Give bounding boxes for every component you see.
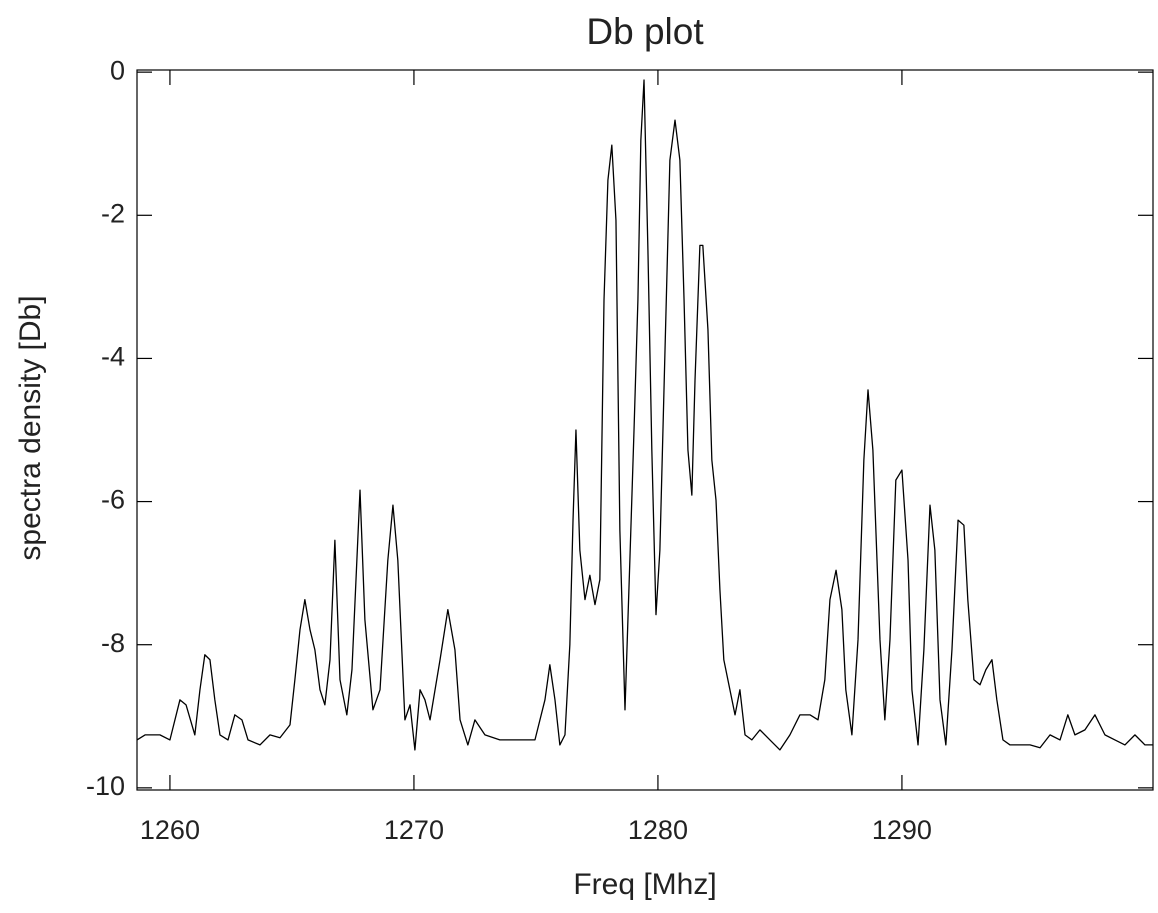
x-tick-label: 1270 (384, 815, 444, 845)
x-tick-label: 1290 (872, 815, 932, 845)
y-tick-label: 0 (110, 55, 125, 85)
x-axis-label: Freq [Mhz] (573, 868, 716, 901)
spectrum-line (136, 79, 1153, 751)
x-tick-label: 1280 (628, 815, 688, 845)
y-tick-label: -8 (101, 628, 125, 658)
y-tick-label: -10 (86, 771, 125, 801)
y-tick-label: -4 (101, 342, 125, 372)
plot-frame (136, 69, 1154, 791)
chart-title: Db plot (586, 11, 704, 52)
y-tick-label: -6 (101, 485, 125, 515)
y-axis-label: spectra density [Db] (14, 295, 47, 560)
x-tick-label: 1260 (140, 815, 200, 845)
y-tick-label: -2 (101, 198, 125, 228)
